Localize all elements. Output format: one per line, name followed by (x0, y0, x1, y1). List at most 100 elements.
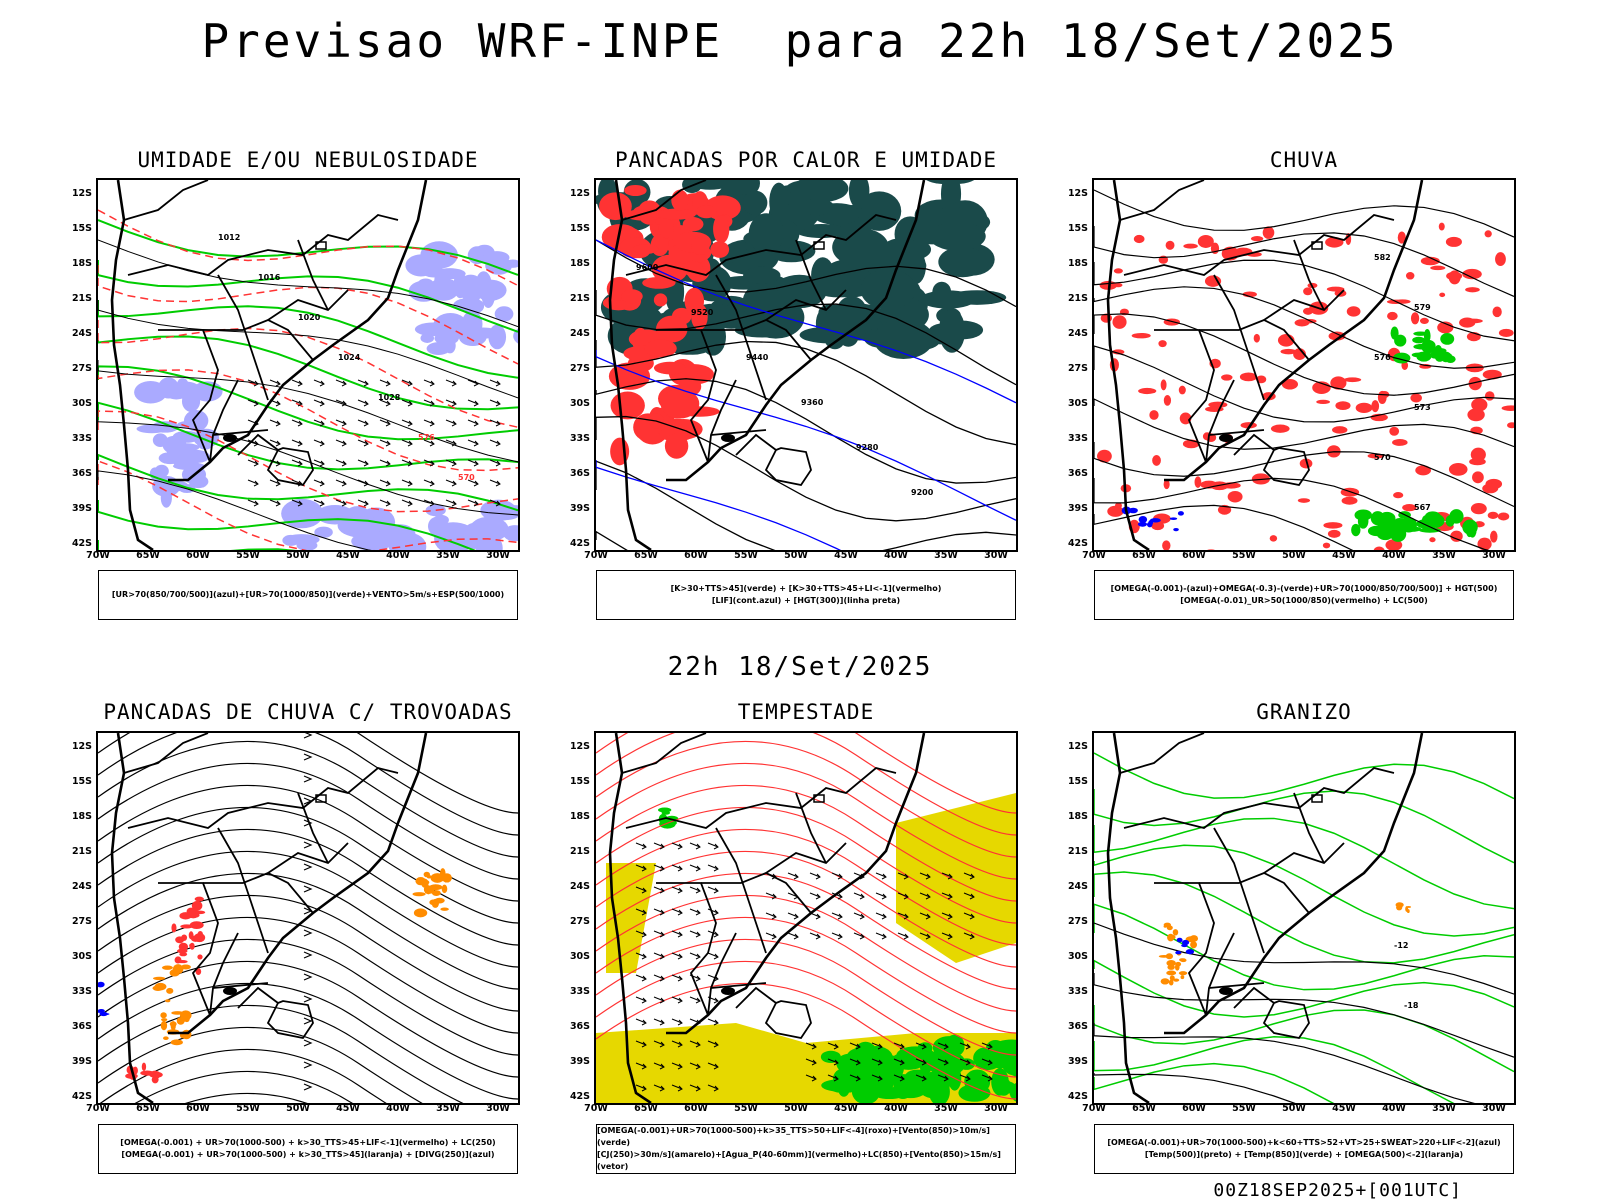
svg-text:9200: 9200 (911, 488, 934, 497)
svg-text:1024: 1024 (338, 353, 361, 362)
lon-tick-label: 50W (286, 550, 310, 561)
lat-tick-label: 39S (71, 503, 92, 514)
map-field-graphic: 582 579 576 573 570 567 (1094, 180, 1514, 550)
lon-tick-label: 40W (386, 1103, 410, 1114)
lon-tick-label: 40W (1382, 550, 1406, 561)
svg-text:570: 570 (1374, 453, 1391, 462)
svg-text:1020: 1020 (298, 313, 321, 322)
lon-tick-label: 65W (1132, 1103, 1156, 1114)
lon-tick-label: 40W (1382, 1103, 1406, 1114)
map-field-graphic: 9600 9520 9440 9360 9280 9200 (596, 180, 1016, 550)
lon-tick-label: 30W (486, 550, 510, 561)
svg-text:9440: 9440 (746, 353, 769, 362)
lat-tick-label: 18S (71, 258, 92, 269)
map-field-graphic: 1012 1016 1020 1024 1028 576 570 (98, 180, 518, 550)
lat-tick-label: 27S (1067, 363, 1088, 374)
lat-tick-label: 15S (1067, 776, 1088, 787)
lat-tick-label: 36S (71, 468, 92, 479)
lon-tick-label: 55W (734, 1103, 758, 1114)
lat-tick-label: 24S (1067, 881, 1088, 892)
svg-text:1012: 1012 (218, 233, 240, 242)
lon-tick-label: 70W (584, 1103, 608, 1114)
svg-text:570: 570 (458, 473, 475, 482)
svg-text:-12: -12 (1394, 941, 1408, 950)
lat-tick-label: 21S (71, 293, 92, 304)
lat-tick-label: 24S (569, 328, 590, 339)
svg-text:582: 582 (1374, 253, 1391, 262)
svg-text:573: 573 (1414, 403, 1431, 412)
lat-tick-label: 27S (569, 363, 590, 374)
lat-tick-label: 24S (569, 881, 590, 892)
lat-tick-label: 42S (71, 538, 92, 549)
lon-tick-label: 50W (784, 1103, 808, 1114)
lon-tick-label: 35W (934, 1103, 958, 1114)
lat-tick-label: 27S (569, 916, 590, 927)
run-timestamp: 00Z18SEP2025+[001UTC] (1213, 1180, 1462, 1201)
lon-tick-label: 30W (486, 1103, 510, 1114)
lat-tick-label: 21S (71, 846, 92, 857)
lon-tick-label: 55W (1232, 550, 1256, 561)
lat-tick-label: 30S (1067, 398, 1088, 409)
legend-line: [OMEGA(-0.001)+UR>70(1000-500)+k>35_TTS>… (597, 1126, 990, 1147)
svg-text:1016: 1016 (258, 273, 281, 282)
lon-tick-label: 30W (984, 1103, 1008, 1114)
lat-tick-label: 21S (569, 293, 590, 304)
legend-line: [K>30+TTS>45](verde) + [K>30+TTS>45+LI<-… (670, 584, 942, 593)
panel-title-trovoadas: PANCADAS DE CHUVA C/ TROVOADAS (103, 700, 513, 724)
lat-tick-label: 33S (1067, 986, 1088, 997)
lat-tick-label: 15S (569, 776, 590, 787)
legend-line: [OMEGA(-0.001) + UR>70(1000-500) + k>30_… (121, 1150, 495, 1159)
lat-tick-label: 21S (1067, 846, 1088, 857)
lon-tick-label: 60W (684, 550, 708, 561)
lon-tick-label: 65W (634, 1103, 658, 1114)
lon-tick-label: 65W (136, 550, 160, 561)
lat-tick-label: 30S (71, 951, 92, 962)
lat-tick-label: 42S (71, 1091, 92, 1102)
lon-tick-label: 45W (336, 1103, 360, 1114)
svg-text:576: 576 (1374, 353, 1391, 362)
map-field-graphic: -12 -18 (1094, 733, 1514, 1103)
lon-tick-label: 65W (136, 1103, 160, 1114)
lon-tick-label: 30W (1482, 1103, 1506, 1114)
map-tempestade (594, 731, 1018, 1105)
legend-line: [OMEGA(-0.001)+UR>70(1000-500)+k<60+TTS>… (1107, 1138, 1501, 1147)
lat-tick-label: 27S (71, 363, 92, 374)
lon-tick-label: 45W (1332, 550, 1356, 561)
legend-line: [LIF](cont.azul) + [HGT(300)](linha pret… (711, 596, 901, 605)
lon-tick-label: 40W (884, 550, 908, 561)
legend-chuva: [OMEGA(-0.001)-(azul)+OMEGA(-0.3)-(verde… (1094, 570, 1514, 620)
legend-trovoadas: [OMEGA(-0.001) + UR>70(1000-500) + k>30_… (98, 1124, 518, 1174)
lon-tick-label: 70W (86, 550, 110, 561)
svg-text:579: 579 (1414, 303, 1431, 312)
lat-tick-label: 12S (71, 741, 92, 752)
panel-title-tempestade: TEMPESTADE (737, 700, 875, 724)
lat-tick-label: 12S (569, 188, 590, 199)
lon-tick-label: 60W (1182, 550, 1206, 561)
lat-tick-label: 42S (569, 538, 590, 549)
lat-tick-label: 21S (1067, 293, 1088, 304)
map-pancadas-calor: 9600 9520 9440 9360 9280 9200 (594, 178, 1018, 552)
lon-tick-label: 70W (1082, 550, 1106, 561)
lon-tick-label: 35W (436, 1103, 460, 1114)
lat-tick-label: 15S (1067, 223, 1088, 234)
map-trovoadas (96, 731, 520, 1105)
lat-tick-label: 33S (1067, 433, 1088, 444)
lon-tick-label: 60W (186, 550, 210, 561)
legend-pancadas-calor: [K>30+TTS>45](verde) + [K>30+TTS>45+LI<-… (596, 570, 1016, 620)
lat-tick-label: 30S (1067, 951, 1088, 962)
map-granizo: -12 -18 (1092, 731, 1516, 1105)
lon-tick-label: 50W (286, 1103, 310, 1114)
lat-tick-label: 30S (569, 398, 590, 409)
lat-tick-label: 39S (1067, 503, 1088, 514)
lon-tick-label: 45W (834, 550, 858, 561)
svg-text:567: 567 (1414, 503, 1431, 512)
lat-tick-label: 42S (569, 1091, 590, 1102)
lon-tick-label: 45W (336, 550, 360, 561)
lat-tick-label: 24S (71, 881, 92, 892)
lon-tick-label: 55W (236, 1103, 260, 1114)
lon-tick-label: 35W (1432, 550, 1456, 561)
lat-tick-label: 24S (71, 328, 92, 339)
panel-title-pancadas-calor: PANCADAS POR CALOR E UMIDADE (614, 148, 997, 172)
map-chuva: 582 579 576 573 570 567 (1092, 178, 1516, 552)
lat-tick-label: 27S (71, 916, 92, 927)
